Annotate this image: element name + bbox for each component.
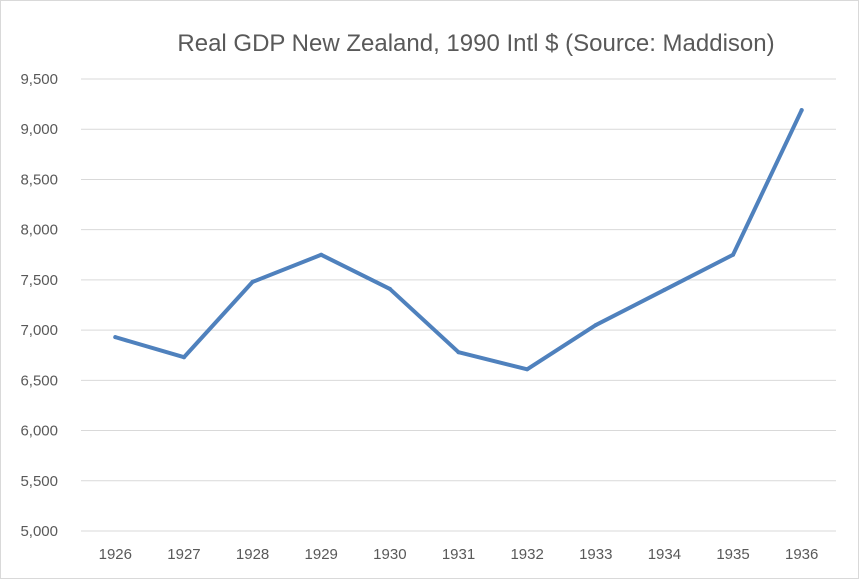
y-tick-label: 5,000 — [20, 523, 58, 540]
data-point — [525, 367, 530, 372]
x-tick-label: 1935 — [716, 546, 749, 563]
x-tick-label: 1928 — [236, 546, 269, 563]
y-tick-label: 8,500 — [20, 171, 58, 188]
x-tick-label: 1929 — [305, 546, 338, 563]
data-point — [731, 252, 736, 257]
x-tick-label: 1930 — [373, 546, 406, 563]
x-tick-label: 1934 — [648, 546, 681, 563]
x-tick-label: 1926 — [99, 546, 132, 563]
chart-title: Real GDP New Zealand, 1990 Intl $ (Sourc… — [177, 30, 774, 57]
y-tick-label: 7,000 — [20, 322, 58, 339]
data-point — [387, 286, 392, 291]
data-point — [593, 323, 598, 328]
data-point — [662, 287, 667, 292]
x-tick-label: 1933 — [579, 546, 612, 563]
x-tick-label: 1936 — [785, 546, 818, 563]
y-tick-label: 8,000 — [20, 222, 58, 239]
y-tick-label: 5,500 — [20, 473, 58, 490]
data-point — [113, 335, 118, 340]
x-tick-label: 1931 — [442, 546, 475, 563]
data-point — [250, 279, 255, 284]
y-tick-label: 7,500 — [20, 272, 58, 289]
data-point — [319, 252, 324, 257]
y-tick-label: 9,500 — [20, 71, 58, 88]
data-point — [799, 108, 804, 113]
data-point — [456, 350, 461, 355]
x-tick-label: 1927 — [167, 546, 200, 563]
x-tick-label: 1932 — [510, 546, 543, 563]
y-tick-label: 9,000 — [20, 121, 58, 138]
y-tick-label: 6,500 — [20, 372, 58, 389]
y-tick-label: 6,000 — [20, 423, 58, 440]
data-point — [181, 355, 186, 360]
